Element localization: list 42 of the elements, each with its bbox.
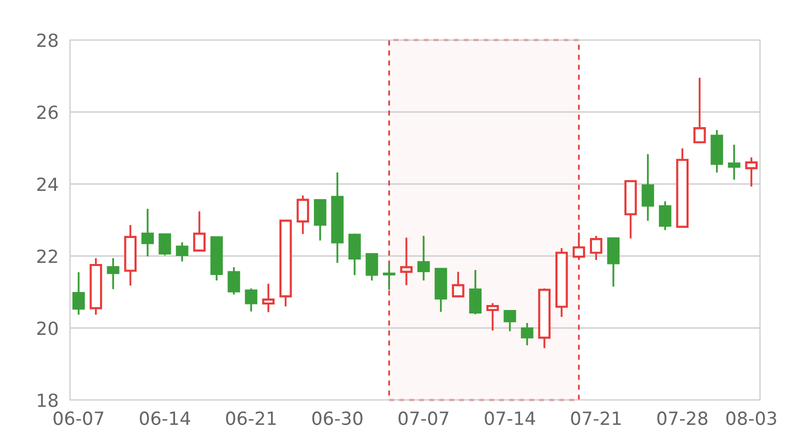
- candlestick: [158, 233, 172, 256]
- candlestick: [244, 287, 258, 312]
- candlestick: [572, 232, 586, 261]
- candlestick: [400, 236, 413, 286]
- y-tick-label: 28: [37, 33, 58, 48]
- y-tick-label: 26: [37, 105, 58, 120]
- candlestick: [382, 262, 396, 291]
- candlestick: [520, 322, 534, 346]
- candlestick: [728, 144, 740, 181]
- candlestick: [72, 271, 85, 316]
- candlestick: [348, 232, 361, 276]
- x-tick-label: 07-07: [398, 411, 448, 426]
- candlestick: [452, 270, 464, 298]
- x-tick-label: 08-03: [726, 411, 776, 426]
- y-tick-label: 18: [38, 393, 58, 408]
- candlestick: [176, 241, 188, 262]
- candlestick: [642, 153, 654, 222]
- x-tick-label: 07-14: [484, 411, 536, 426]
- candlestick: [366, 253, 378, 282]
- x-tick-label: 07-28: [657, 411, 708, 426]
- x-tick-label: 06-21: [226, 411, 276, 426]
- x-tick-label: 06-30: [312, 411, 362, 426]
- candlestick: [141, 208, 154, 258]
- x-tick-label: 06-14: [140, 411, 190, 426]
- candlestick: [658, 200, 672, 231]
- candlestick: [106, 257, 120, 290]
- y-tick-label: 20: [37, 321, 58, 336]
- y-tick-label: 22: [37, 249, 58, 263]
- candlestick: [193, 210, 206, 252]
- x-tick-label: 06-07: [54, 411, 104, 426]
- candlestick: [590, 234, 602, 261]
- candlestick: [469, 269, 482, 316]
- candlestick: [262, 282, 275, 314]
- candlestick: [745, 156, 758, 188]
- candlestick: [486, 302, 499, 332]
- candlestick: [228, 266, 240, 296]
- x-tick-label: 07-21: [571, 411, 621, 426]
- y-tick-label: 24: [37, 177, 58, 191]
- candlestick: [296, 194, 310, 235]
- candlestick: [504, 309, 516, 332]
- candlestick: [693, 76, 706, 144]
- candlestick: [417, 234, 430, 282]
